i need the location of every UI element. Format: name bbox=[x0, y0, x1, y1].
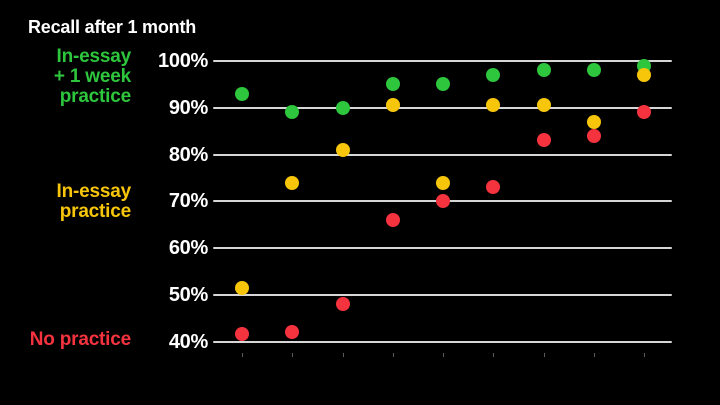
legend-label-in-essay-plus-1-week-practice: In-essay + 1 week practice bbox=[53, 46, 131, 107]
x-axis-tick bbox=[593, 353, 595, 357]
data-point bbox=[385, 77, 400, 92]
data-point bbox=[486, 180, 501, 195]
y-axis-label-90%: 90% bbox=[168, 96, 208, 119]
data-point bbox=[235, 327, 249, 342]
gridline-90% bbox=[213, 106, 672, 109]
data-point bbox=[637, 68, 651, 83]
data-point bbox=[385, 212, 400, 227]
data-point bbox=[586, 114, 601, 129]
data-point bbox=[335, 297, 350, 312]
y-axis-label-80%: 80% bbox=[168, 143, 208, 166]
data-point bbox=[536, 63, 551, 78]
data-point bbox=[536, 133, 551, 148]
data-point bbox=[436, 175, 450, 190]
data-point bbox=[385, 98, 400, 113]
y-axis-label-100%: 100% bbox=[158, 50, 208, 72]
data-point bbox=[285, 175, 300, 190]
x-axis-tick bbox=[292, 353, 294, 357]
gridline-50% bbox=[213, 293, 672, 296]
data-point bbox=[436, 77, 450, 92]
x-axis-tick bbox=[342, 353, 344, 357]
data-point bbox=[536, 98, 551, 113]
x-axis-tick bbox=[543, 353, 545, 357]
data-point bbox=[586, 128, 601, 143]
data-point bbox=[486, 98, 501, 113]
data-point bbox=[235, 280, 249, 295]
data-point bbox=[285, 325, 300, 340]
x-axis-tick bbox=[242, 353, 243, 357]
data-point bbox=[335, 100, 350, 115]
gridline-100% bbox=[213, 60, 672, 62]
chart-title: Recall after 1 month bbox=[28, 17, 197, 37]
data-point bbox=[335, 142, 350, 157]
data-point bbox=[436, 194, 450, 209]
y-axis-label-60%: 60% bbox=[168, 237, 208, 259]
data-point bbox=[586, 63, 601, 78]
x-axis-tick bbox=[644, 353, 645, 357]
gridline-40% bbox=[213, 340, 672, 343]
gridline-80% bbox=[213, 153, 672, 156]
x-axis-tick bbox=[392, 353, 394, 357]
legend-label-no-practice: No practice bbox=[29, 329, 131, 350]
x-axis-tick bbox=[443, 353, 444, 357]
data-point bbox=[486, 68, 501, 83]
legend-label-in-essay-practice: In-essay practice bbox=[56, 181, 132, 222]
gridline-60% bbox=[213, 247, 672, 249]
x-axis-tick bbox=[493, 353, 495, 357]
y-axis-label-40%: 40% bbox=[168, 330, 208, 353]
y-axis-label-70%: 70% bbox=[168, 190, 208, 213]
data-point bbox=[235, 86, 249, 101]
data-point bbox=[637, 105, 651, 120]
data-point bbox=[285, 105, 300, 120]
y-axis-label-50%: 50% bbox=[168, 283, 208, 306]
